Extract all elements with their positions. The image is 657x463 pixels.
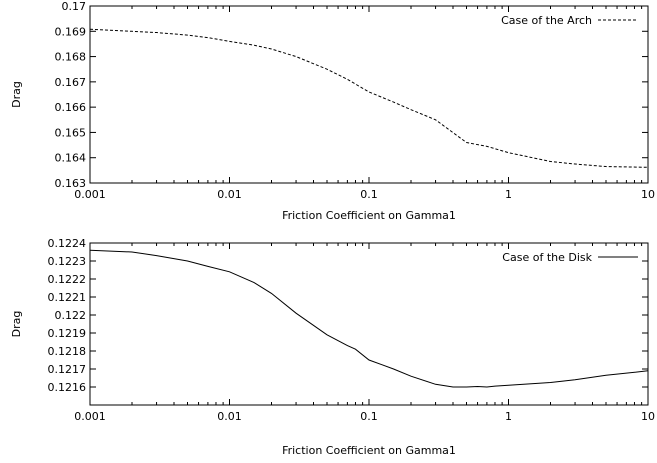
- chart-panel-arch: 0.001 0.01 0.1 1 10 0.163 0.164 0.165 0.166 0.167…: [10, 0, 655, 222]
- y-tick-label: 0.1216: [48, 381, 87, 394]
- x-tick-label: 10: [641, 410, 655, 423]
- y-tick-label: 0.1224: [48, 237, 87, 250]
- y-tick-label: 0.1219: [48, 327, 87, 340]
- y-axis-label: Drag: [10, 81, 23, 108]
- x-tick-label: 0.01: [217, 188, 242, 201]
- x-tick-label: 1: [505, 188, 512, 201]
- x-axis-label: Friction Coefficient on Gamma1: [282, 209, 456, 222]
- y-tick-label: 0.122: [55, 309, 87, 322]
- y-tick-label: 0.165: [55, 126, 87, 139]
- legend-label: Case of the Arch: [501, 14, 592, 27]
- y-tick-label: 0.1222: [48, 273, 87, 286]
- y-tick-label: 0.163: [55, 177, 87, 190]
- x-tick-label: 0.001: [74, 188, 106, 201]
- legend-label: Case of the Disk: [502, 251, 592, 264]
- x-tick-label: 0.01: [217, 410, 242, 423]
- y-tick-label: 0.167: [55, 76, 87, 89]
- y-tick-label: 0.17: [62, 0, 87, 13]
- x-tick-label: 0.001: [74, 410, 106, 423]
- series-line-0: [89, 28, 649, 168]
- x-tick-label: 10: [641, 188, 655, 201]
- y-tick-label: 0.1221: [48, 291, 87, 304]
- series-line-0: [89, 249, 649, 388]
- x-tick-label: 1: [505, 410, 512, 423]
- x-tick-label: 0.1: [360, 410, 378, 423]
- plot-frame: [89, 5, 649, 184]
- y-axis-label: Drag: [10, 311, 23, 338]
- x-tick-label: 0.1: [360, 188, 378, 201]
- y-tick-label: 0.166: [55, 101, 87, 114]
- y-tick-label: 0.1217: [48, 363, 87, 376]
- y-tick-label: 0.1218: [48, 345, 87, 358]
- y-tick-label: 0.168: [55, 51, 87, 64]
- chart-panel-disk: 0.001 0.01 0.1 1 10 0.1216 0.1217 0.1218 0.1219 0…: [10, 237, 655, 457]
- y-tick-label: 0.169: [55, 25, 87, 38]
- y-tick-label: 0.164: [55, 152, 87, 165]
- x-axis-label: Friction Coefficient on Gamma1: [282, 444, 456, 457]
- y-tick-label: 0.1223: [48, 255, 87, 268]
